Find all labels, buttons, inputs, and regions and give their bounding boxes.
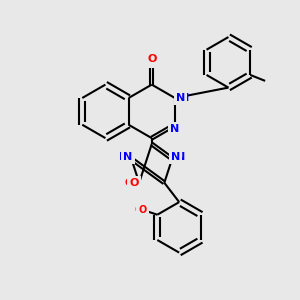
Text: O: O	[134, 205, 142, 215]
Text: N: N	[171, 152, 180, 162]
Text: O: O	[138, 205, 147, 215]
Text: O: O	[147, 54, 156, 64]
Text: N: N	[176, 152, 185, 162]
Text: N: N	[172, 126, 181, 136]
Text: O: O	[129, 178, 139, 188]
Text: O: O	[147, 54, 156, 64]
Text: O: O	[124, 178, 134, 188]
Text: N: N	[123, 152, 133, 162]
Text: N: N	[118, 152, 128, 162]
Text: N: N	[180, 93, 190, 103]
Text: N: N	[176, 93, 185, 103]
Text: N: N	[170, 124, 179, 134]
